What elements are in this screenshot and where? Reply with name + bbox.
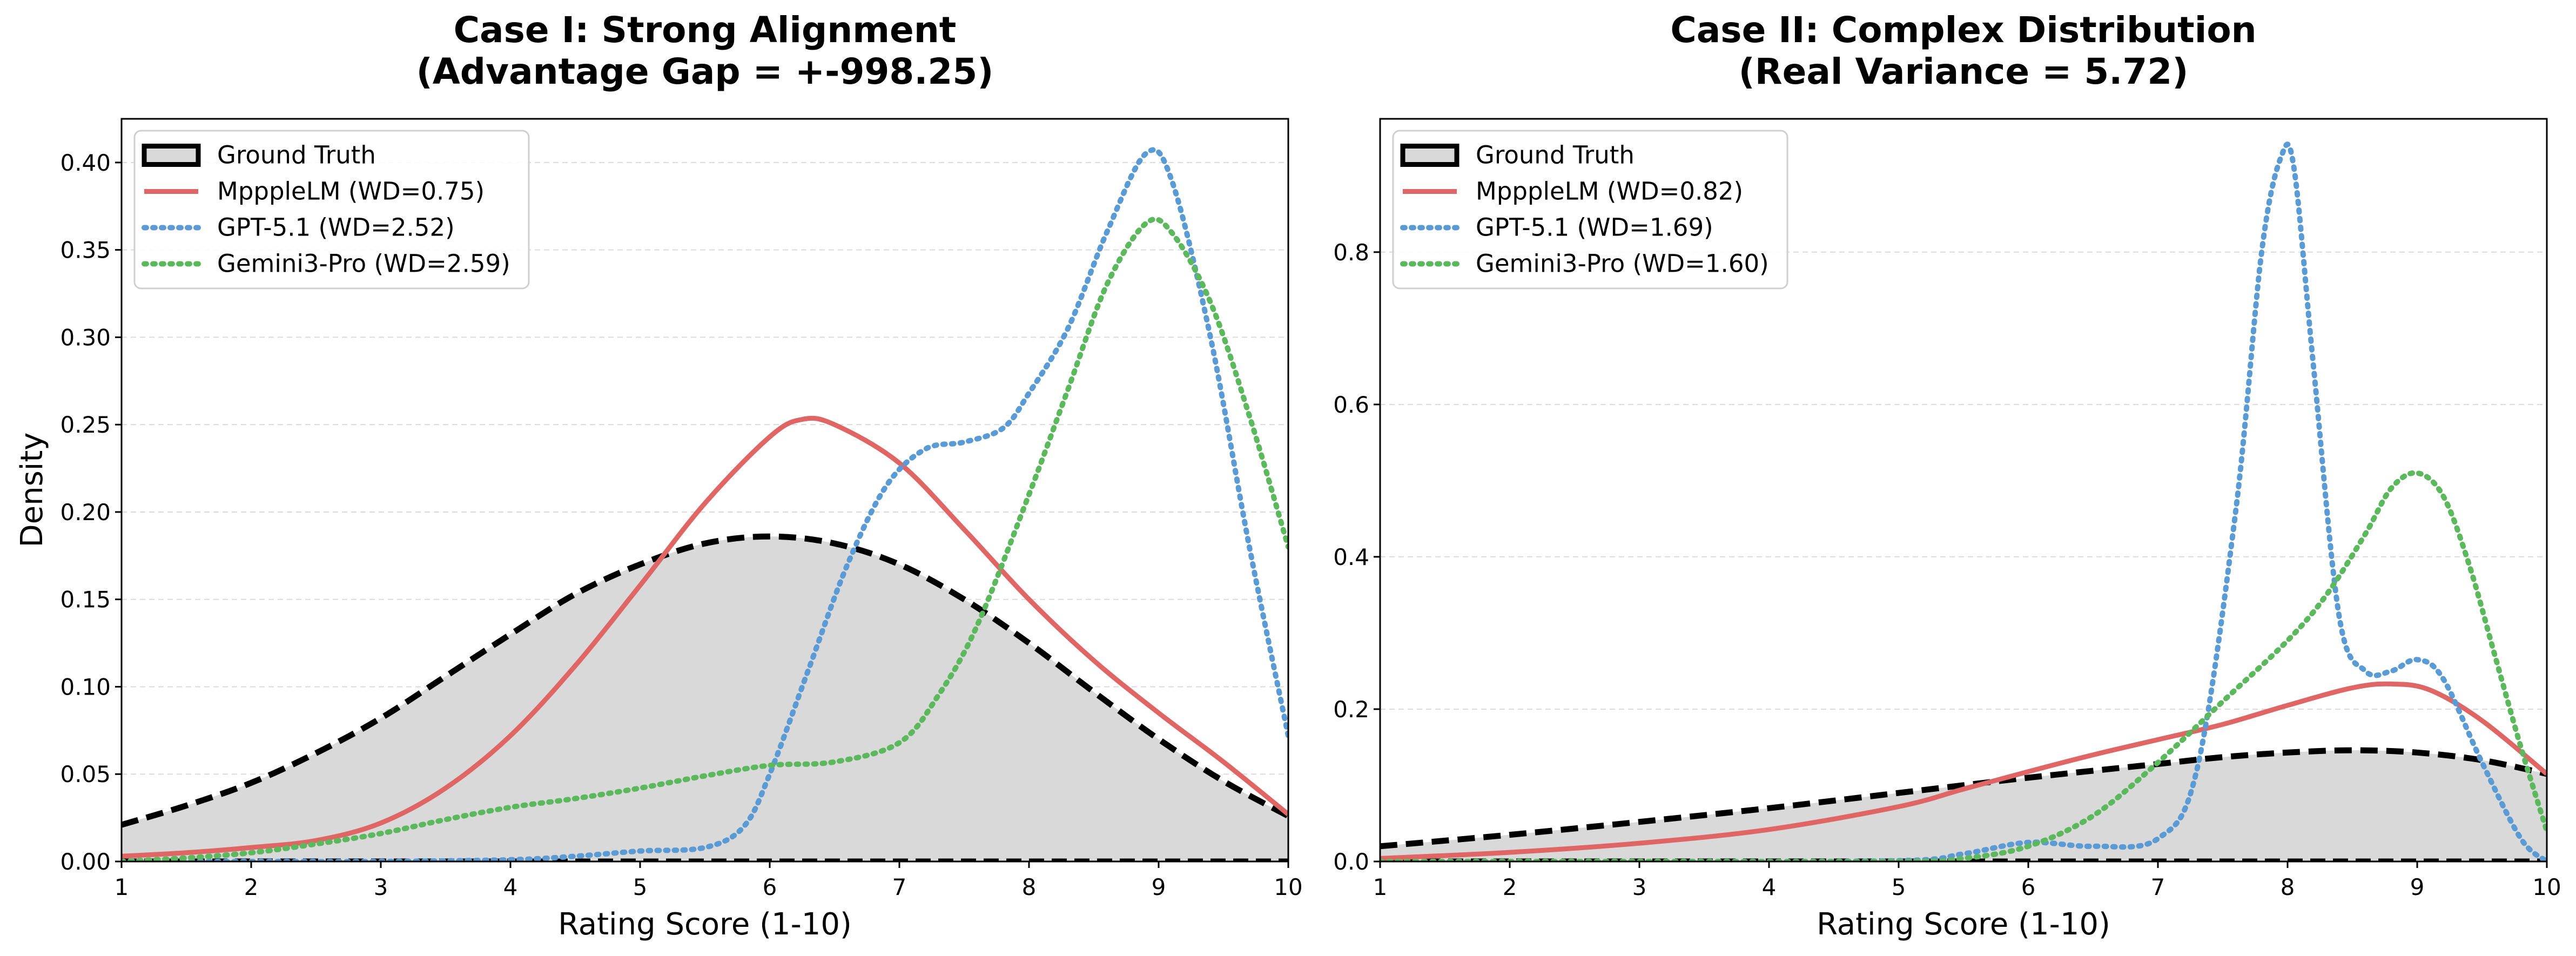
x-tick-label: 10 (2532, 874, 2561, 900)
y-ticks-1: 0.00 0.05 0.10 0.15 0.20 0.25 0.30 0.35 0.40 (60, 150, 122, 875)
gpt-5-1-line (122, 147, 1288, 861)
y-tick-label: 0.40 (60, 150, 111, 176)
x-tick-label: 2 (244, 874, 259, 900)
legend-label-ground-truth: Ground Truth (217, 141, 376, 170)
y-tick-label: 0.35 (60, 237, 111, 264)
legend-label-gemini3-pro: Gemini3-Pro (WD=2.59) (217, 250, 510, 278)
y-tick-label: 0.05 (60, 761, 111, 787)
legend-handle-ground-truth (1400, 144, 1459, 167)
legend-box (133, 130, 530, 290)
y-tick-label: 0.30 (60, 324, 111, 351)
x-tick-label: 8 (1022, 874, 1037, 900)
y-tick-label: 0.00 (60, 849, 111, 875)
x-ticks-2: 1 2 3 4 5 6 7 8 9 10 (1373, 861, 2561, 900)
x-tick-label: 10 (1274, 874, 1302, 900)
legend-label-gemini3-pro: Gemini3-Pro (WD=1.60) (1476, 250, 1769, 278)
subtitle-case-1: (Advantage Gap = +-998.25) (416, 51, 994, 92)
x-tick-label: 5 (633, 874, 648, 900)
x-tick-label: 5 (1892, 874, 1906, 900)
legend-2: Ground Truth MpppleLM (WD=0.82) GPT-5.1 (W… (1392, 130, 1788, 290)
panel-case-2: Case II: Complex Distribution (Real Vari… (1333, 9, 2561, 942)
x-tick-label: 3 (1632, 874, 1647, 900)
ground-truth-area (1380, 750, 2547, 861)
legend-label-mppplelm: MpppleLM (WD=0.75) (217, 177, 485, 206)
legend-label-mppplelm: MpppleLM (WD=0.82) (1476, 177, 1743, 206)
x-tick-label: 6 (763, 874, 777, 900)
y-tick-label: 0.2 (1333, 696, 1369, 723)
x-tick-label: 7 (892, 874, 907, 900)
axes-frame-1 (120, 118, 1289, 863)
legend-label-gpt-5-1: GPT-5.1 (WD=1.69) (1476, 213, 1713, 242)
y-grid-2 (1380, 251, 2547, 710)
x-tick-label: 7 (2151, 874, 2165, 900)
axes-frame-2 (1379, 118, 2548, 863)
ground-truth-line (122, 533, 1288, 828)
y-tick-label: 0.20 (60, 499, 111, 526)
x-tick-label: 4 (503, 874, 518, 900)
title-case-2: Case II: Complex Distribution (1670, 9, 2256, 51)
y-tick-label: 0.10 (60, 674, 111, 700)
x-tick-label: 1 (1373, 874, 1388, 900)
subtitle-case-2: (Real Variance = 5.72) (1739, 51, 2189, 92)
legend-handle-ground-truth (142, 144, 201, 167)
x-tick-label: 9 (2410, 874, 2425, 900)
x-tick-label: 1 (115, 874, 129, 900)
x-ticks-1: 1 2 3 4 5 6 7 8 9 10 (115, 861, 1303, 900)
y-tick-label: 0.4 (1333, 544, 1369, 570)
gemini3-pro-line (1380, 470, 2547, 861)
x-tick-label: 8 (2281, 874, 2295, 900)
y-axis-label-1: Density (15, 433, 50, 548)
ground-truth-line (1380, 747, 2547, 850)
y-tick-label: 0.0 (1333, 849, 1369, 875)
x-tick-label: 9 (1152, 874, 1166, 900)
legend-label-ground-truth: Ground Truth (1476, 141, 1635, 170)
x-tick-label: 4 (1762, 874, 1777, 900)
mppplelm-line (1380, 681, 2547, 861)
legend-box (1392, 130, 1788, 290)
y-tick-label: 0.8 (1333, 239, 1369, 266)
y-ticks-2: 0.0 0.2 0.4 0.6 0.8 (1333, 239, 1380, 875)
x-axis-label-1: Rating Score (1-10) (558, 907, 852, 942)
plot-area-1 (122, 147, 1288, 861)
plot-area-2 (1380, 142, 2547, 861)
panel-case-1: Case I: Strong Alignment (Advantage Gap … (15, 9, 1303, 942)
x-tick-label: 3 (374, 874, 388, 900)
y-tick-label: 0.6 (1333, 392, 1369, 418)
x-tick-label: 6 (2021, 874, 2036, 900)
ground-truth-area (122, 536, 1288, 861)
mppplelm-line (122, 415, 1288, 859)
y-tick-label: 0.15 (60, 587, 111, 613)
legend-label-gpt-5-1: GPT-5.1 (WD=2.52) (217, 213, 455, 242)
gemini3-pro-line (122, 216, 1288, 861)
legend-1: Ground Truth MpppleLM (WD=0.75) GPT-5.1 (W… (133, 130, 530, 290)
y-tick-label: 0.25 (60, 412, 111, 438)
x-axis-label-2: Rating Score (1-10) (1817, 907, 2110, 942)
title-case-1: Case I: Strong Alignment (454, 9, 957, 51)
x-tick-label: 2 (1503, 874, 1517, 900)
